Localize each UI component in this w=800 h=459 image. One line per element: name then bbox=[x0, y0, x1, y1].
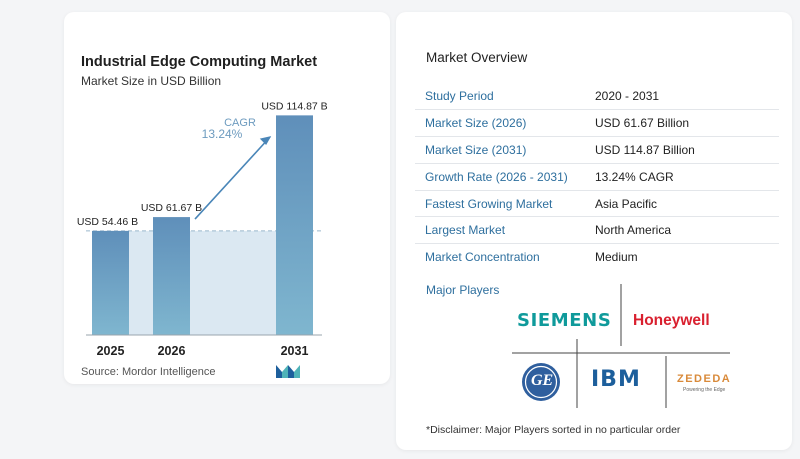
chart-subtitle: Market Size in USD Billion bbox=[81, 74, 222, 88]
table-row: Growth Rate (2026 - 2031) 13.24% CAGR bbox=[415, 163, 779, 191]
row-value: 2020 - 2031 bbox=[595, 89, 660, 104]
row-value: Asia Pacific bbox=[595, 196, 658, 211]
market-overview-card: Market Overview Study Period 2020 - 2031… bbox=[396, 12, 792, 450]
x-tick-2031: 2031 bbox=[281, 344, 309, 358]
cagr-arrow bbox=[194, 136, 271, 220]
table-row: Study Period 2020 - 2031 bbox=[415, 83, 779, 110]
ge-logo-icon bbox=[522, 363, 560, 401]
players-grid bbox=[512, 284, 730, 408]
major-players-label: Major Players bbox=[426, 283, 500, 297]
bar-chart: USD 54.46 B 2025 USD 61.67 B 2026 USD 114.87… bbox=[77, 100, 328, 358]
row-label: Study Period bbox=[425, 89, 494, 104]
row-value: Medium bbox=[595, 250, 638, 265]
market-overview-title: Market Overview bbox=[426, 50, 528, 65]
cagr-arrow-head bbox=[259, 136, 272, 145]
row-label: Largest Market bbox=[425, 223, 506, 238]
row-label: Market Concentration bbox=[425, 250, 540, 265]
table-row: Fastest Growing Market Asia Pacific bbox=[415, 190, 779, 217]
source-text: Source: Mordor Intelligence bbox=[81, 366, 216, 378]
row-value: USD 114.87 Billion bbox=[595, 142, 695, 157]
zededa-logo: ZEDEDA bbox=[677, 373, 732, 385]
x-tick-2025: 2025 bbox=[97, 344, 125, 358]
market-overview-table: Study Period 2020 - 2031 Market Size (20… bbox=[415, 83, 779, 271]
baseline-area bbox=[129, 230, 276, 335]
bar-2025 bbox=[92, 230, 129, 335]
row-label: Growth Rate (2026 - 2031) bbox=[425, 169, 568, 184]
chart-title: Industrial Edge Computing Market bbox=[81, 54, 318, 70]
table-row: Largest Market North America bbox=[415, 217, 779, 244]
row-label: Market Size (2031) bbox=[425, 142, 527, 157]
data-label-2025: USD 54.46 B bbox=[77, 216, 138, 228]
zededa-tagline: Powering the Edge bbox=[683, 387, 726, 393]
disclaimer-text: *Disclaimer: Major Players sorted in no … bbox=[426, 424, 681, 436]
honeywell-logo: Honeywell bbox=[633, 312, 710, 329]
data-label-2031: USD 114.87 B bbox=[261, 100, 327, 112]
cagr-value: 13.24% bbox=[202, 127, 243, 141]
mordor-intelligence-logo-icon bbox=[276, 365, 300, 378]
x-tick-2026: 2026 bbox=[158, 344, 186, 358]
table-row: Market Concentration Medium bbox=[415, 244, 779, 271]
row-value: North America bbox=[595, 223, 672, 238]
siemens-logo: SIEMENS bbox=[517, 310, 612, 331]
table-row: Market Size (2031) USD 114.87 Billion bbox=[415, 137, 779, 164]
row-label: Fastest Growing Market bbox=[425, 196, 553, 211]
row-value: USD 61.67 Billion bbox=[595, 116, 690, 131]
bar-2026 bbox=[153, 217, 190, 335]
ge-logo: GE bbox=[531, 372, 554, 389]
chart-card: USD 54.46 B 2025 USD 61.67 B 2026 USD 114.87… bbox=[64, 12, 390, 384]
table-row: Market Size (2026) USD 61.67 Billion bbox=[415, 110, 779, 137]
cagr-label: CAGR bbox=[224, 117, 256, 129]
data-label-2026: USD 61.67 B bbox=[141, 202, 202, 214]
row-value: 13.24% CAGR bbox=[595, 169, 674, 184]
bar-2031 bbox=[276, 115, 313, 335]
ibm-logo: IBM bbox=[591, 367, 641, 392]
row-label: Market Size (2026) bbox=[425, 116, 527, 131]
